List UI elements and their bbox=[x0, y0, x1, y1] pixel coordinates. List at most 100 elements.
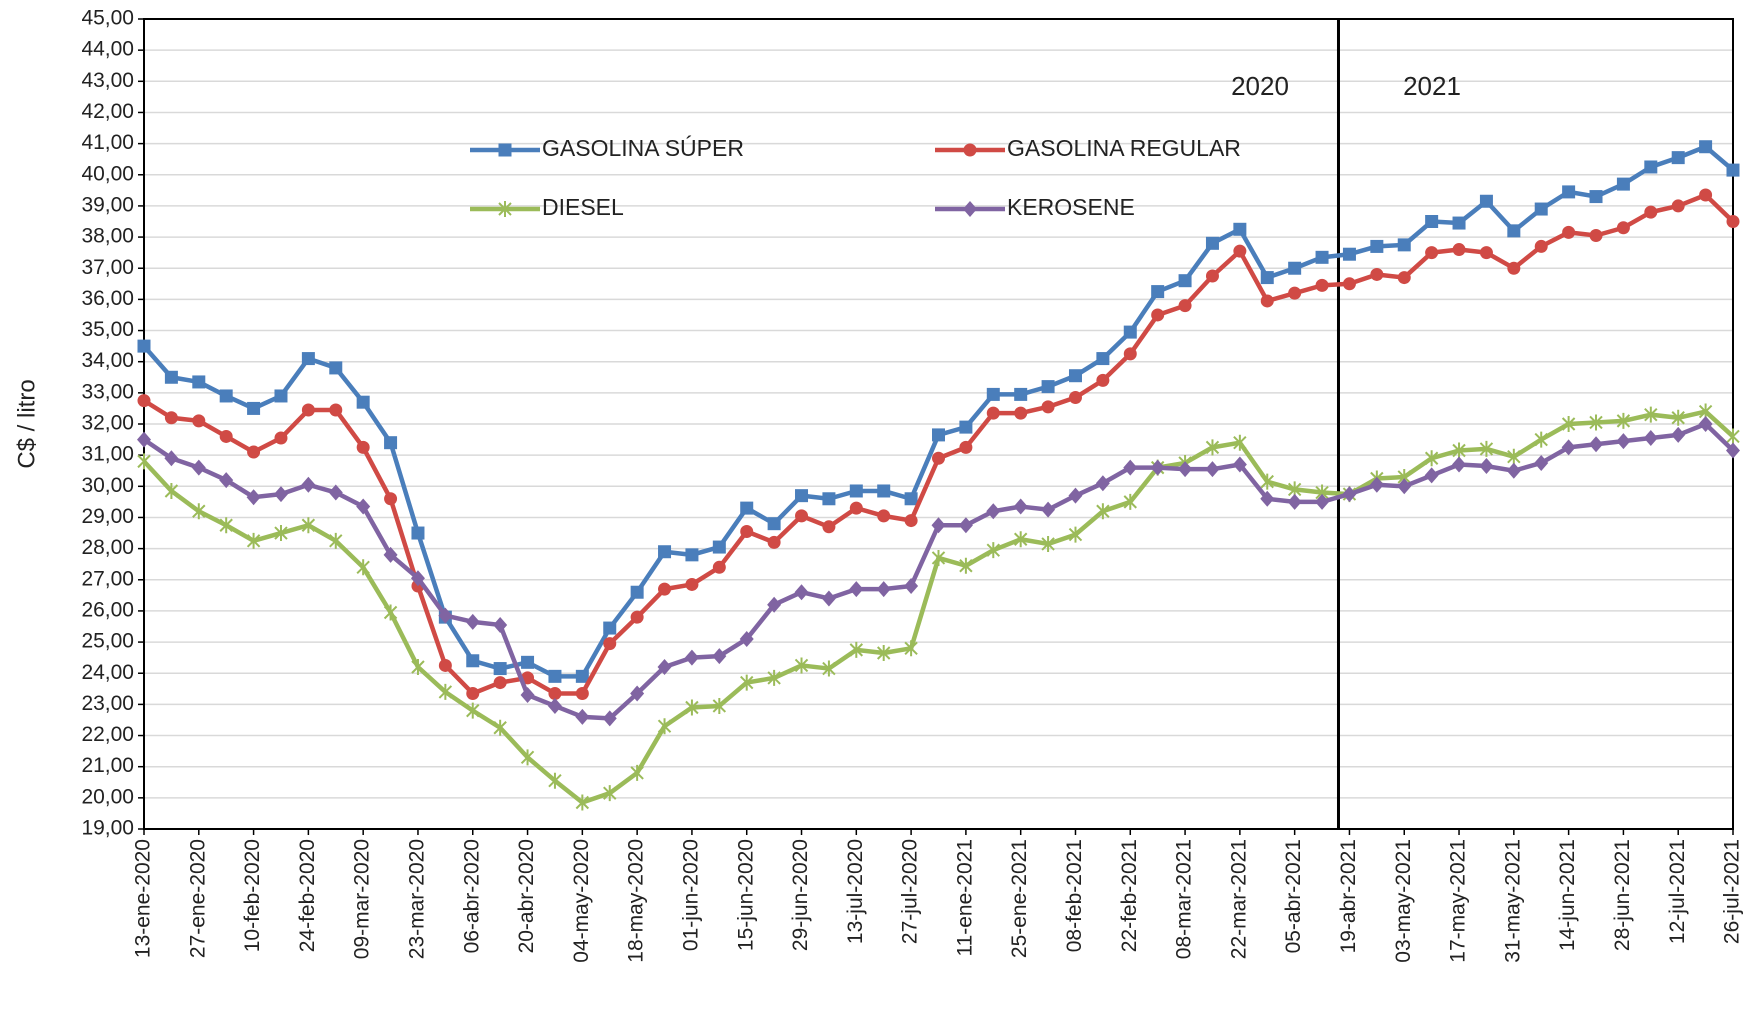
point bbox=[274, 389, 288, 403]
point bbox=[411, 526, 425, 540]
point bbox=[328, 484, 343, 501]
point bbox=[630, 764, 644, 781]
annotation: 2020 bbox=[1231, 71, 1289, 101]
y-tick-label: 33,00 bbox=[81, 380, 134, 403]
x-tick-label: 26-jul-2021 bbox=[1721, 839, 1744, 944]
x-tick-label: 20-abr-2020 bbox=[515, 839, 538, 953]
x-tick-label: 27-ene-2020 bbox=[186, 839, 209, 958]
point bbox=[137, 339, 151, 353]
point bbox=[794, 584, 809, 601]
x-tick-label: 24-feb-2020 bbox=[296, 839, 319, 952]
point bbox=[1534, 454, 1549, 471]
y-tick-label: 27,00 bbox=[81, 567, 134, 590]
point bbox=[274, 431, 288, 445]
point bbox=[1507, 448, 1521, 465]
point bbox=[1397, 271, 1411, 285]
point bbox=[1205, 439, 1220, 456]
point bbox=[630, 585, 644, 599]
point bbox=[1369, 476, 1384, 493]
x-tick-label: 13-ene-2020 bbox=[132, 839, 155, 958]
point bbox=[1671, 199, 1685, 213]
y-tick-label: 45,00 bbox=[81, 7, 134, 30]
point bbox=[164, 411, 178, 425]
legend-label: KEROSENE bbox=[1007, 194, 1135, 220]
point bbox=[1123, 347, 1137, 361]
point bbox=[219, 429, 233, 443]
point bbox=[301, 403, 315, 417]
point bbox=[959, 557, 973, 574]
point bbox=[1205, 269, 1219, 283]
legend-marker bbox=[963, 201, 977, 217]
point bbox=[219, 389, 233, 403]
point bbox=[1260, 294, 1274, 308]
point bbox=[959, 440, 973, 454]
x-tick-label: 29-jun-2020 bbox=[789, 839, 812, 951]
annotation: 2021 bbox=[1403, 71, 1461, 101]
point bbox=[1425, 215, 1439, 228]
y-tick-label: 25,00 bbox=[81, 630, 134, 653]
point bbox=[1397, 478, 1412, 495]
legend-label: GASOLINA REGULAR bbox=[1007, 135, 1241, 161]
point bbox=[575, 669, 589, 683]
point bbox=[1123, 325, 1137, 339]
point bbox=[602, 710, 617, 727]
point bbox=[1068, 487, 1083, 504]
y-tick-label: 23,00 bbox=[81, 692, 134, 715]
y-tick-label: 44,00 bbox=[81, 38, 134, 61]
x-tick-label: 25-ene-2021 bbox=[1008, 839, 1031, 958]
x-tick-label: 09-mar-2020 bbox=[351, 839, 374, 959]
point bbox=[1726, 442, 1740, 459]
x-tick-label: 14-jun-2021 bbox=[1556, 839, 1579, 951]
y-tick-label: 37,00 bbox=[81, 256, 134, 279]
x-tick-label: 22-feb-2021 bbox=[1118, 839, 1141, 952]
point bbox=[356, 559, 370, 576]
point bbox=[356, 498, 371, 515]
point bbox=[658, 582, 672, 596]
point bbox=[410, 570, 425, 587]
point bbox=[1260, 473, 1274, 490]
point bbox=[438, 683, 453, 700]
point bbox=[438, 607, 453, 624]
point bbox=[1014, 406, 1028, 420]
point bbox=[1095, 475, 1110, 492]
point bbox=[795, 489, 809, 503]
point bbox=[931, 517, 946, 534]
plot-frame bbox=[143, 18, 1734, 830]
point bbox=[1150, 459, 1165, 476]
point bbox=[1506, 462, 1521, 479]
point bbox=[1178, 461, 1193, 478]
point bbox=[1452, 442, 1466, 459]
x-tick-label: 03-may-2021 bbox=[1392, 839, 1415, 963]
point bbox=[1014, 387, 1028, 401]
point bbox=[1068, 369, 1082, 383]
point bbox=[466, 654, 480, 668]
point bbox=[712, 648, 727, 665]
y-tick-label: 38,00 bbox=[81, 225, 134, 248]
point bbox=[411, 659, 425, 675]
point bbox=[1342, 277, 1356, 291]
point bbox=[1671, 151, 1685, 165]
point bbox=[1370, 267, 1384, 281]
point bbox=[1178, 299, 1192, 313]
point bbox=[1288, 286, 1302, 300]
point bbox=[383, 546, 398, 563]
point bbox=[548, 772, 562, 789]
point bbox=[137, 431, 151, 448]
point bbox=[1589, 436, 1604, 453]
point bbox=[246, 532, 261, 549]
point bbox=[1699, 140, 1713, 154]
y-tick-label: 30,00 bbox=[81, 474, 134, 497]
point bbox=[767, 596, 782, 613]
y-tick-label: 24,00 bbox=[81, 661, 134, 684]
point bbox=[356, 440, 370, 454]
point bbox=[821, 590, 836, 607]
point bbox=[986, 406, 1000, 420]
point bbox=[657, 718, 672, 735]
point bbox=[1068, 391, 1082, 405]
x-tick-label: 27-jul-2020 bbox=[899, 839, 922, 944]
point bbox=[904, 492, 918, 506]
point bbox=[1315, 278, 1329, 292]
x-tick-label: 12-jul-2021 bbox=[1666, 839, 1689, 944]
point bbox=[1616, 412, 1631, 429]
